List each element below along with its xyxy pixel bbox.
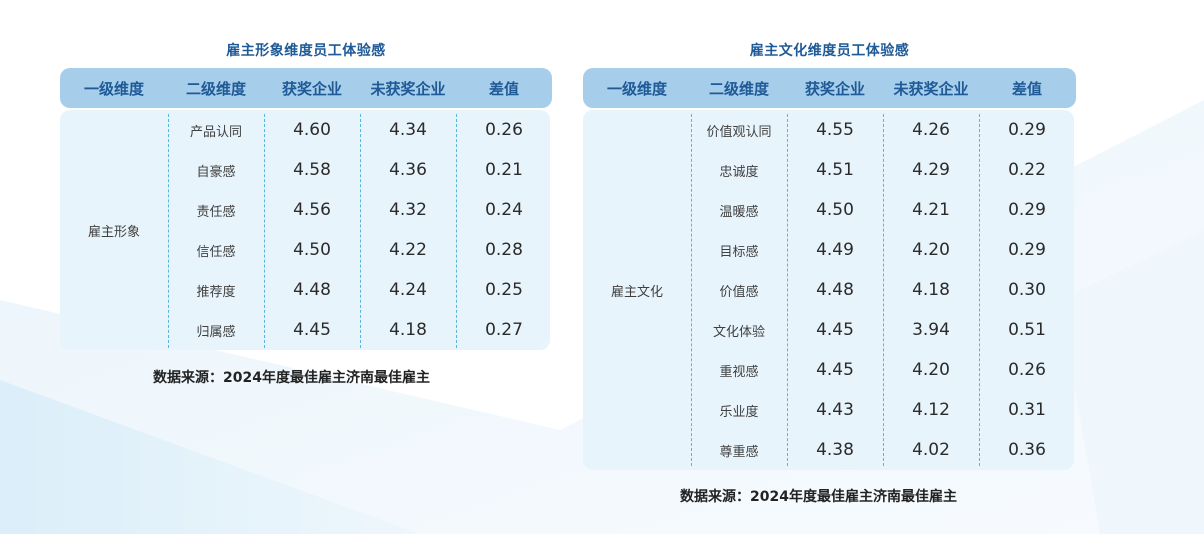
right-row-1-nonwinners: 4.26 [912,120,950,140]
right-row-6-nonwinners: 3.94 [912,320,950,340]
left-header-nonwinners: 未获奖企业 [370,79,446,98]
right-row-5-diff: 0.30 [1008,280,1046,300]
right-row-8-dimension: 乐业度 [719,404,759,420]
right-row-7-diff: 0.26 [1008,360,1046,380]
right-row-2-diff: 0.22 [1008,160,1046,180]
left-header-secondary: 二级维度 [185,79,246,98]
left-row-5-winners: 4.48 [293,280,331,300]
right-row-6-winners: 4.45 [816,320,854,340]
left-row-2-winners: 4.58 [293,160,331,180]
left-row-2-diff: 0.21 [485,160,523,180]
right-row-3-winners: 4.50 [816,200,854,220]
right-row-6-diff: 0.51 [1008,320,1046,340]
right-table-title: 雇主文化维度员工体验感 [749,43,910,59]
right-row-8-nonwinners: 4.12 [912,400,950,420]
left-row-6-winners: 4.45 [293,320,331,340]
right-row-7-dimension: 重视感 [719,364,759,380]
left-row-5-dimension: 推荐度 [196,284,236,300]
right-table-header: 一级维度 二级维度 获奖企业 未获奖企业 差值 [583,68,1076,108]
right-table-body [583,110,1074,470]
left-row-2-nonwinners: 4.36 [389,160,427,180]
left-row-3-dimension: 责任感 [196,204,236,220]
right-row-2-nonwinners: 4.29 [912,160,950,180]
right-row-9-nonwinners: 4.02 [912,440,950,460]
left-row-2-dimension: 自豪感 [196,164,236,180]
right-row-3-diff: 0.29 [1008,200,1046,220]
right-row-8-winners: 4.43 [816,400,854,420]
right-row-3-nonwinners: 4.21 [912,200,950,220]
right-data-source: 数据来源：2024年度最佳雇主济南最佳雇主 [680,489,957,505]
right-header-nonwinners: 未获奖企业 [893,79,969,98]
right-row-9-dimension: 尊重感 [719,444,759,460]
left-row-5-diff: 0.25 [485,280,523,300]
left-row-5-nonwinners: 4.24 [389,280,427,300]
right-row-3-dimension: 温暖感 [719,204,759,220]
left-row-1-nonwinners: 4.34 [389,120,427,140]
left-row-3-diff: 0.24 [485,200,523,220]
right-row-9-winners: 4.38 [816,440,854,460]
right-divider-2 [787,114,788,466]
left-row-4-nonwinners: 4.22 [389,240,427,260]
left-divider-1 [168,114,169,348]
left-row-4-diff: 0.28 [485,240,523,260]
right-row-9-diff: 0.36 [1008,440,1046,460]
right-header-secondary: 二级维度 [708,79,769,98]
left-divider-3 [360,114,361,348]
right-row-6-dimension: 文化体验 [712,324,765,340]
right-header-primary: 一级维度 [606,79,667,98]
right-row-4-nonwinners: 4.20 [912,240,950,260]
right-row-7-winners: 4.45 [816,360,854,380]
right-header-winners: 获奖企业 [804,79,865,98]
right-row-5-dimension: 价值感 [719,284,759,300]
left-header-primary: 一级维度 [83,79,144,98]
left-primary-dimension: 雇主形象 [87,224,140,240]
right-row-4-winners: 4.49 [816,240,854,260]
left-divider-4 [456,114,457,348]
left-row-6-nonwinners: 4.18 [389,320,427,340]
right-row-1-dimension: 价值观认同 [706,124,772,140]
left-divider-2 [264,114,265,348]
left-row-1-dimension: 产品认同 [189,124,242,140]
left-row-1-diff: 0.26 [485,120,523,140]
left-header-diff: 差值 [488,79,519,98]
right-row-4-dimension: 目标感 [719,244,759,260]
left-row-1-winners: 4.60 [293,120,331,140]
right-row-4-diff: 0.29 [1008,240,1046,260]
left-row-6-dimension: 归属感 [196,324,236,340]
right-row-5-nonwinners: 4.18 [912,280,950,300]
right-row-2-winners: 4.51 [816,160,854,180]
right-header-diff: 差值 [1011,79,1042,98]
left-row-3-winners: 4.56 [293,200,331,220]
right-row-2-dimension: 忠诚度 [719,164,759,180]
right-row-7-nonwinners: 4.20 [912,360,950,380]
right-primary-dimension: 雇主文化 [610,284,663,300]
right-row-1-winners: 4.55 [816,120,854,140]
right-row-5-winners: 4.48 [816,280,854,300]
left-table-header: 一级维度 二级维度 获奖企业 未获奖企业 差值 [60,68,552,108]
left-row-4-winners: 4.50 [293,240,331,260]
right-divider-3 [883,114,884,466]
right-row-1-diff: 0.29 [1008,120,1046,140]
left-row-4-dimension: 信任感 [196,244,236,260]
left-data-source: 数据来源：2024年度最佳雇主济南最佳雇主 [153,370,430,386]
right-divider-1 [691,114,692,466]
left-table-body [60,110,550,350]
right-divider-4 [979,114,980,466]
left-table-title: 雇主形象维度员工体验感 [226,43,386,59]
left-row-3-nonwinners: 4.32 [389,200,427,220]
left-row-6-diff: 0.27 [485,320,523,340]
right-row-8-diff: 0.31 [1008,400,1046,420]
left-header-winners: 获奖企业 [281,79,342,98]
